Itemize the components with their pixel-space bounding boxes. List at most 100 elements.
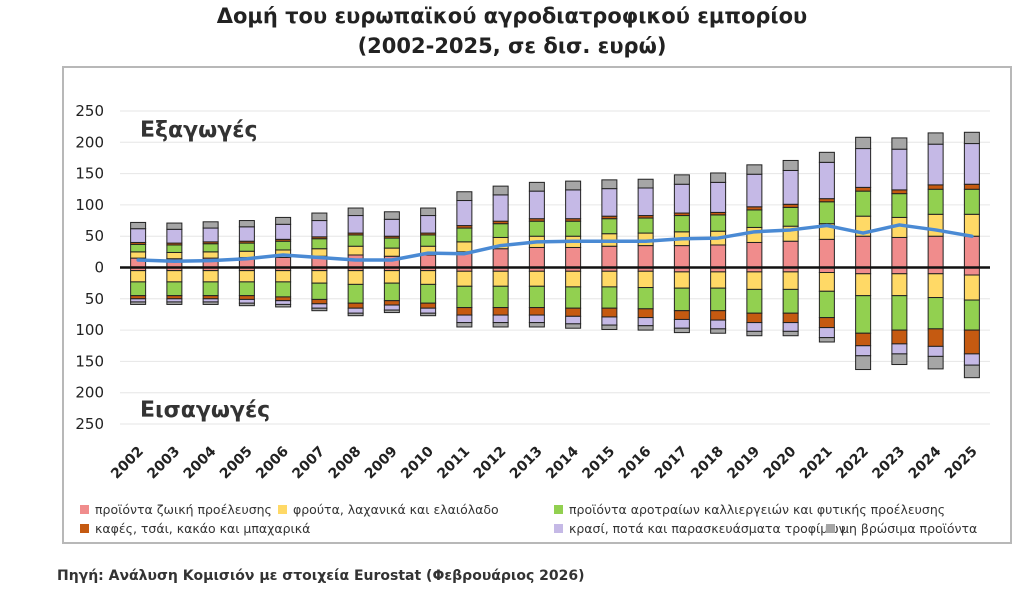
- x-tick-label: 2008: [326, 444, 365, 483]
- bar-import-segment: [637, 317, 654, 327]
- bar-import-segment: [238, 281, 255, 297]
- bar-import-segment: [818, 272, 835, 292]
- bar-export-segment: [927, 213, 944, 237]
- legend-label: κρασί, ποτά και παρασκευάσματα τροφίμων: [569, 521, 846, 536]
- bar-import-segment: [528, 270, 545, 287]
- bar-export-segment: [746, 164, 763, 175]
- x-tick-label: 2006: [253, 444, 292, 483]
- bar-import-segment: [275, 303, 292, 308]
- bar-import-segment: [673, 327, 690, 334]
- legend-swatch: [554, 524, 563, 533]
- bar-import-segment: [238, 270, 255, 283]
- bar-import-segment: [855, 295, 872, 334]
- bar-import-segment: [782, 312, 799, 324]
- bar-export-segment: [202, 251, 219, 259]
- bar-import-segment: [601, 307, 618, 318]
- bar-import-segment: [311, 303, 328, 309]
- bar-export-segment: [202, 243, 219, 253]
- x-tick-label: 2022: [833, 444, 872, 483]
- bar-import-segment: [565, 323, 582, 329]
- bar-import-segment: [311, 282, 328, 300]
- bar-import-segment: [492, 322, 509, 328]
- x-tick-label: 2014: [543, 443, 582, 482]
- bar-import-segment: [166, 270, 183, 283]
- bar-import-segment: [746, 312, 763, 324]
- bar-export-segment: [927, 132, 944, 145]
- bar-export-segment: [818, 201, 835, 225]
- bar-import-segment: [166, 301, 183, 305]
- x-tick-label: 2004: [181, 443, 220, 482]
- bar-import-segment: [347, 312, 364, 317]
- bar-import-segment: [891, 343, 908, 355]
- bar-export-segment: [275, 256, 292, 269]
- y-tick-label: 200: [75, 133, 104, 151]
- bar-import-segment: [492, 307, 509, 316]
- x-tick-label: 2003: [144, 444, 183, 483]
- bar-import-segment: [637, 287, 654, 310]
- bar-import-segment: [311, 298, 328, 305]
- bar-export-segment: [492, 194, 509, 222]
- balance-line-group: [136, 223, 974, 263]
- bar-import-segment: [963, 274, 980, 301]
- bar-import-segment: [963, 329, 980, 355]
- bar-import-segment: [130, 281, 147, 297]
- bar-export-segment: [238, 220, 255, 228]
- bar-export-segment: [818, 151, 835, 163]
- bar-export-segment: [420, 207, 437, 217]
- bar-import-segment: [238, 298, 255, 304]
- bar-import-segment: [746, 330, 763, 337]
- bar-import-segment: [818, 317, 835, 329]
- x-tick-label: 2015: [579, 444, 618, 483]
- bar-import-segment: [927, 328, 944, 347]
- bar-export-segment: [710, 244, 727, 269]
- bar-export-segment: [927, 188, 944, 215]
- y-tick-label: 50: [85, 290, 104, 308]
- bar-export-segment: [855, 148, 872, 188]
- bar-import-segment: [130, 270, 147, 283]
- exports-label: Εξαγωγές: [140, 118, 258, 143]
- bar-import-segment: [420, 312, 437, 317]
- bar-import-segment: [420, 270, 437, 285]
- bar-import-segment: [855, 332, 872, 347]
- bar-export-segment: [420, 254, 437, 268]
- bar-export-segment: [528, 246, 545, 269]
- chart-title: Δομή του ευρωπαϊκού αγροδιατροφικού εμπο…: [216, 4, 808, 28]
- bar-export-segment: [311, 220, 328, 238]
- bar-export-segment: [601, 179, 618, 190]
- x-tick-label: 2011: [434, 444, 473, 483]
- bar-import-segment: [637, 325, 654, 331]
- legend: προϊόντα ζωική προέλευσης φρούτα, λαχανικ…: [80, 502, 977, 536]
- y-tick-label: 100: [75, 196, 104, 214]
- x-tick-label: 2024: [906, 443, 945, 482]
- bar-export-segment: [710, 214, 727, 232]
- bar-import-segment: [673, 271, 690, 289]
- bar-import-segment: [710, 287, 727, 312]
- bar-import-segment: [528, 285, 545, 309]
- bar-export-segment: [166, 251, 183, 260]
- bar-import-segment: [492, 270, 509, 287]
- bar-export-segment: [275, 223, 292, 240]
- bar-import-segment: [420, 283, 437, 304]
- bar-import-segment: [855, 345, 872, 357]
- bar-import-segment: [238, 302, 255, 307]
- bar-export-segment: [528, 181, 545, 192]
- bar-export-segment: [818, 161, 835, 200]
- bar-import-segment: [673, 287, 690, 312]
- bar-import-segment: [275, 300, 292, 305]
- bar-import-segment: [275, 270, 292, 283]
- bar-import-segment: [673, 310, 690, 320]
- bar-export-segment: [311, 248, 328, 257]
- bar-import-segment: [710, 271, 727, 289]
- bar-export-segment: [166, 222, 183, 230]
- bar-import-segment: [637, 270, 654, 289]
- bar-export-segment: [710, 172, 727, 183]
- bar-export-segment: [383, 211, 400, 220]
- bar-import-segment: [456, 285, 473, 309]
- bar-import-segment: [891, 295, 908, 331]
- bar-export-segment: [130, 243, 147, 253]
- bar-import-segment: [202, 281, 219, 297]
- bar-export-segment: [492, 248, 509, 269]
- bar-import-segment: [601, 286, 618, 309]
- bar-export-segment: [782, 206, 799, 227]
